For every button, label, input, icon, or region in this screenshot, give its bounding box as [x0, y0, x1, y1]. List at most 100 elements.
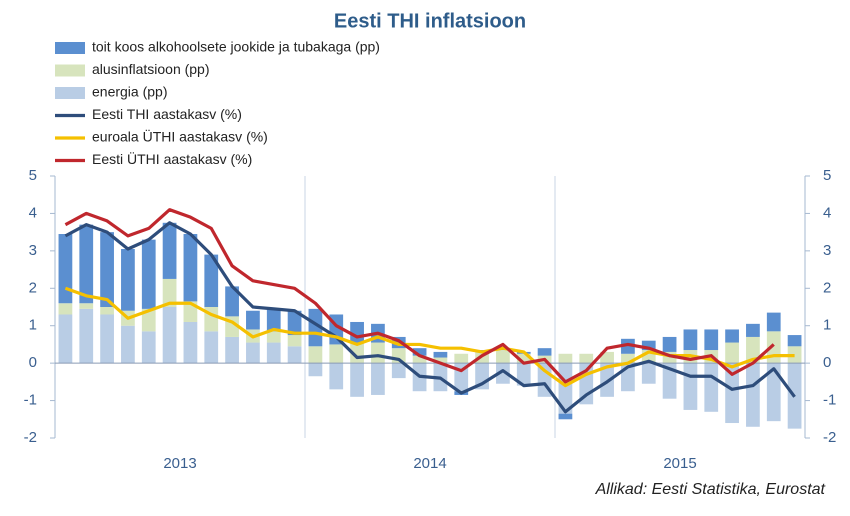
y2-tick-label: 5 — [823, 167, 831, 184]
bar — [141, 331, 156, 364]
bar — [766, 312, 781, 332]
bar — [79, 308, 94, 364]
y-tick-label: 5 — [29, 167, 37, 184]
y-tick-label: 2 — [29, 279, 37, 296]
line — [64, 208, 775, 384]
x-group-label: 2013 — [163, 455, 196, 472]
bar — [121, 325, 135, 364]
bar — [162, 307, 177, 364]
bar — [704, 363, 719, 412]
bar — [246, 310, 260, 330]
y-tick-label: 4 — [29, 204, 37, 221]
legend-label: Eesti ÜTHI aastakasv (%) — [92, 150, 252, 167]
bar — [662, 336, 677, 352]
bar — [287, 346, 302, 364]
bar — [329, 363, 344, 390]
bar — [308, 308, 323, 347]
bar — [641, 363, 656, 384]
y2-tick-label: 4 — [823, 204, 831, 221]
bar — [287, 310, 302, 336]
bar — [350, 321, 364, 343]
bar — [641, 340, 656, 351]
x-group-label: 2015 — [663, 455, 696, 472]
bar — [683, 329, 698, 351]
bar — [516, 353, 531, 364]
bar — [266, 308, 281, 332]
bar — [266, 331, 281, 343]
bar — [766, 363, 781, 422]
bar — [725, 329, 739, 343]
bar — [683, 363, 698, 410]
y2-tick-label: 1 — [823, 317, 831, 334]
bar — [537, 348, 552, 356]
bar — [662, 351, 677, 364]
bar — [371, 363, 385, 395]
bar — [433, 351, 448, 358]
bar — [621, 353, 635, 364]
line — [64, 221, 796, 414]
bar — [558, 353, 573, 364]
legend-label: alusinflatsioon (pp) — [92, 61, 210, 77]
bar — [225, 336, 239, 364]
y2-tick-label: 0 — [823, 354, 831, 371]
y-tick-label: 1 — [29, 317, 37, 334]
bar — [100, 232, 114, 307]
bar — [725, 342, 739, 364]
legend-label: toit koos alkohoolsete jookide ja tubaka… — [92, 39, 380, 55]
legend-label: euroala ÜTHI aastakasv (%) — [92, 128, 268, 145]
bar — [496, 350, 510, 364]
bar — [662, 363, 677, 399]
chart-title: Eesti THI inflatsioon — [334, 10, 526, 32]
bar — [162, 222, 177, 279]
bar — [308, 363, 323, 377]
bar — [787, 335, 802, 347]
y-tick-label: 3 — [29, 242, 37, 259]
bar — [746, 363, 760, 427]
bar — [121, 248, 135, 311]
y2-tick-label: -2 — [823, 429, 836, 446]
x-group-label: 2014 — [413, 455, 446, 472]
bar — [496, 363, 510, 384]
bar — [183, 321, 198, 364]
bar — [225, 286, 239, 317]
bar — [100, 307, 114, 315]
bar — [100, 314, 114, 364]
y2-tick-label: -1 — [823, 392, 836, 409]
bar — [58, 303, 73, 315]
y-tick-label: -1 — [24, 392, 37, 409]
bar — [287, 335, 302, 347]
bar — [725, 363, 739, 424]
y2-tick-label: 2 — [823, 279, 831, 296]
bar — [204, 254, 219, 307]
bar — [141, 308, 156, 332]
source: Allikad: Eesti Statistika, Eurostat — [595, 481, 826, 498]
bar — [600, 351, 614, 364]
y-tick-label: -2 — [24, 429, 37, 446]
bar — [246, 342, 260, 364]
bar — [58, 314, 73, 364]
bar — [746, 323, 760, 337]
bar — [350, 363, 364, 397]
bar — [412, 348, 427, 356]
bar — [204, 331, 219, 364]
bar — [621, 338, 635, 354]
legend-swatch — [55, 87, 85, 99]
bar — [308, 346, 323, 364]
bar — [516, 363, 531, 386]
bar — [141, 239, 156, 309]
bar — [412, 355, 427, 364]
bar — [79, 224, 94, 304]
bar — [433, 357, 448, 364]
legend-label: Eesti THI aastakasv (%) — [92, 106, 242, 122]
bar — [704, 329, 719, 351]
bar — [371, 342, 385, 364]
bar — [454, 353, 469, 364]
bar — [558, 413, 573, 420]
legend-swatch — [55, 64, 85, 77]
bar — [162, 278, 177, 307]
y2-tick-label: 3 — [823, 242, 831, 259]
bar — [329, 344, 344, 364]
bar — [558, 363, 573, 414]
bar — [746, 336, 760, 364]
